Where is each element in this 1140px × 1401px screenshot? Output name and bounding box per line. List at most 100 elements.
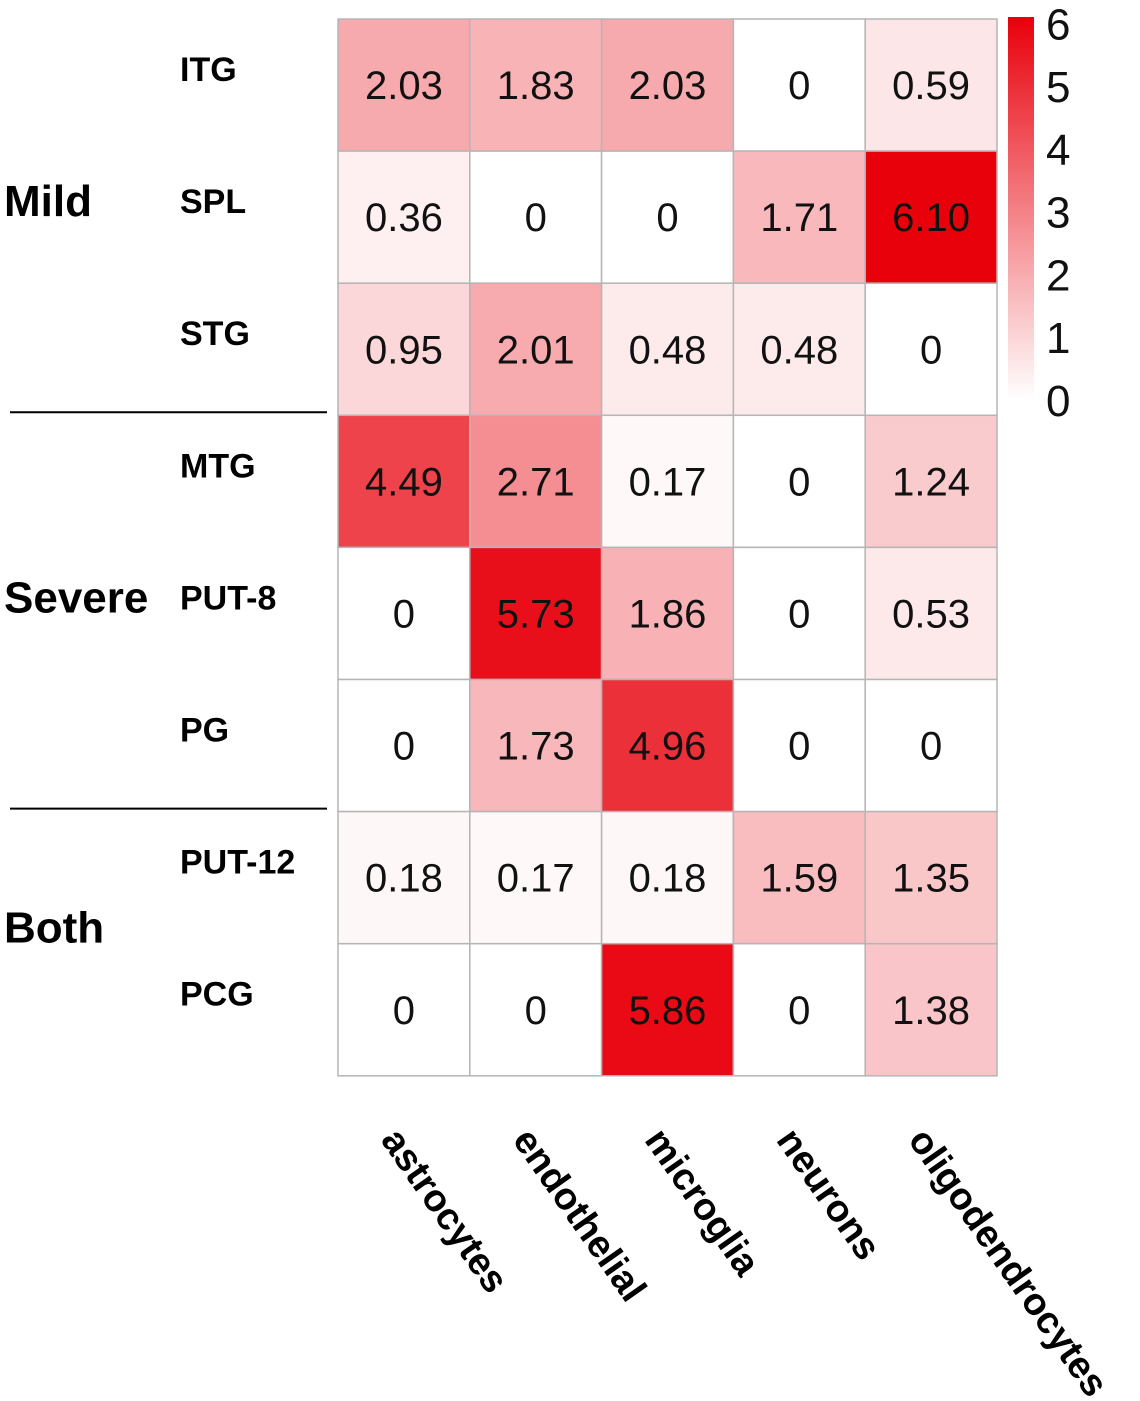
column-label: microglia (636, 1121, 768, 1284)
legend-tick-label: 0 (1046, 377, 1070, 426)
column-label: neurons (768, 1121, 888, 1268)
cell-value-label: 0 (788, 989, 810, 1033)
cell-value-label: 0 (393, 989, 415, 1033)
row-label: SPL (180, 183, 246, 221)
cell-value-label: 0 (393, 592, 415, 636)
group-separators (10, 411, 327, 810)
heatmap-cell (337, 18, 471, 152)
cell-value-label: 0 (656, 196, 678, 240)
cell-value-label: 1.38 (892, 989, 970, 1033)
cell-value-label: 0 (920, 725, 942, 769)
cell-value-label: 2.03 (629, 64, 707, 108)
cell-value-label: 1.35 (892, 857, 970, 901)
heatmap-cell (600, 414, 735, 549)
cell-value-label: 4.49 (365, 460, 443, 504)
legend-color-bar (1008, 17, 1034, 400)
heatmap-cell (600, 678, 735, 813)
cell-value-label: 0 (788, 460, 810, 504)
cell-value-label: 0 (788, 592, 810, 636)
heatmap-cell (600, 18, 735, 152)
heatmap-cell (864, 18, 998, 152)
row-label: STG (180, 315, 250, 353)
heatmap-cell (469, 942, 603, 1077)
column-label: astrocytes (373, 1121, 516, 1301)
column-label: endothelial (504, 1121, 653, 1309)
cell-value-label: 5.86 (629, 989, 707, 1033)
column-label: oligodendrocytes (900, 1121, 1116, 1401)
cell-value-label: 2.01 (497, 328, 575, 372)
heatmap-cell (469, 546, 603, 681)
heatmap-cell (864, 546, 998, 681)
cell-value-label: 1.83 (497, 64, 575, 108)
cell-value-label: 0 (920, 328, 942, 372)
heatmap-cell (864, 150, 998, 284)
row-labels: ITG SPL STG MTG PUT-8 PG PUT-12 PCG (180, 51, 295, 1014)
cell-value-label: 1.59 (760, 857, 838, 901)
group-label: Severe (4, 573, 148, 622)
cell-value-label: 0 (525, 989, 547, 1033)
heatmap-cell (864, 678, 998, 813)
cell-value-label: 1.86 (629, 592, 707, 636)
legend-tick-label: 4 (1046, 126, 1070, 175)
row-label: PCG (180, 976, 254, 1014)
row-label: PUT-8 (180, 579, 276, 617)
cell-value-label: 0.17 (497, 857, 575, 901)
cell-value-label: 0.36 (365, 196, 443, 240)
row-label: PUT-12 (180, 844, 295, 882)
heatmap-cell (600, 942, 735, 1077)
cell-value-label: 1.24 (892, 460, 970, 504)
color-legend: 0 1 2 3 4 5 6 (1008, 0, 1070, 426)
legend-tick-label: 2 (1046, 251, 1070, 300)
heatmap-cells: 2.03 1.83 2.03 0 0.59 0.36 0 0 1.71 6.10 0.95 2.01 0… (337, 18, 998, 1077)
heatmap-cell (732, 282, 866, 417)
group-label: Both (4, 904, 104, 953)
cell-value-label: 0 (525, 196, 547, 240)
heatmap-cell (600, 546, 735, 681)
heatmap-cell (337, 546, 471, 681)
cell-value-label: 2.03 (365, 64, 443, 108)
legend-tick-label: 5 (1046, 63, 1070, 112)
heatmap-cell (864, 810, 998, 945)
cell-value-label: 0.48 (629, 328, 707, 372)
legend-tick-label: 1 (1046, 314, 1070, 363)
heatmap-cell (732, 414, 866, 549)
cell-value-label: 0.17 (629, 460, 707, 504)
cell-value-label: 0.48 (760, 328, 838, 372)
heatmap-cell (469, 282, 603, 417)
heatmap-cell (864, 414, 998, 549)
heatmap-cell (600, 282, 735, 417)
legend-tick-label: 6 (1046, 0, 1070, 49)
cell-value-label: 0 (788, 64, 810, 108)
heatmap-cell (337, 942, 471, 1077)
group-label: Mild (4, 177, 92, 226)
cell-value-label: 0.18 (629, 857, 707, 901)
legend-tick-label: 3 (1046, 189, 1070, 238)
cell-value-label: 1.73 (497, 725, 575, 769)
cell-value-label: 2.71 (497, 460, 575, 504)
heatmap-cell (469, 18, 603, 152)
cell-value-label: 0.18 (365, 857, 443, 901)
cell-value-label: 0 (788, 725, 810, 769)
heatmap-cell (469, 678, 603, 813)
cell-value-label: 4.96 (629, 725, 707, 769)
heatmap-cell (337, 414, 471, 549)
cell-value-label: 0.59 (892, 64, 970, 108)
heatmap-cell (732, 942, 866, 1077)
row-label: PG (180, 712, 229, 750)
row-label: ITG (180, 51, 237, 89)
cell-value-label: 0 (393, 725, 415, 769)
cell-value-label: 1.71 (760, 196, 838, 240)
heatmap-cell (732, 18, 866, 152)
cell-value-label: 6.10 (892, 196, 970, 240)
cell-value-label: 5.73 (497, 592, 575, 636)
heatmap-cell (600, 150, 735, 284)
heatmap-cell (337, 810, 471, 945)
group-labels: Mild Severe Both (4, 177, 148, 953)
cell-value-label: 0.53 (892, 592, 970, 636)
heatmap-cell (732, 678, 866, 813)
row-label: MTG (180, 447, 256, 485)
heatmap-cell (337, 150, 471, 284)
heatmap-cell (864, 282, 998, 417)
